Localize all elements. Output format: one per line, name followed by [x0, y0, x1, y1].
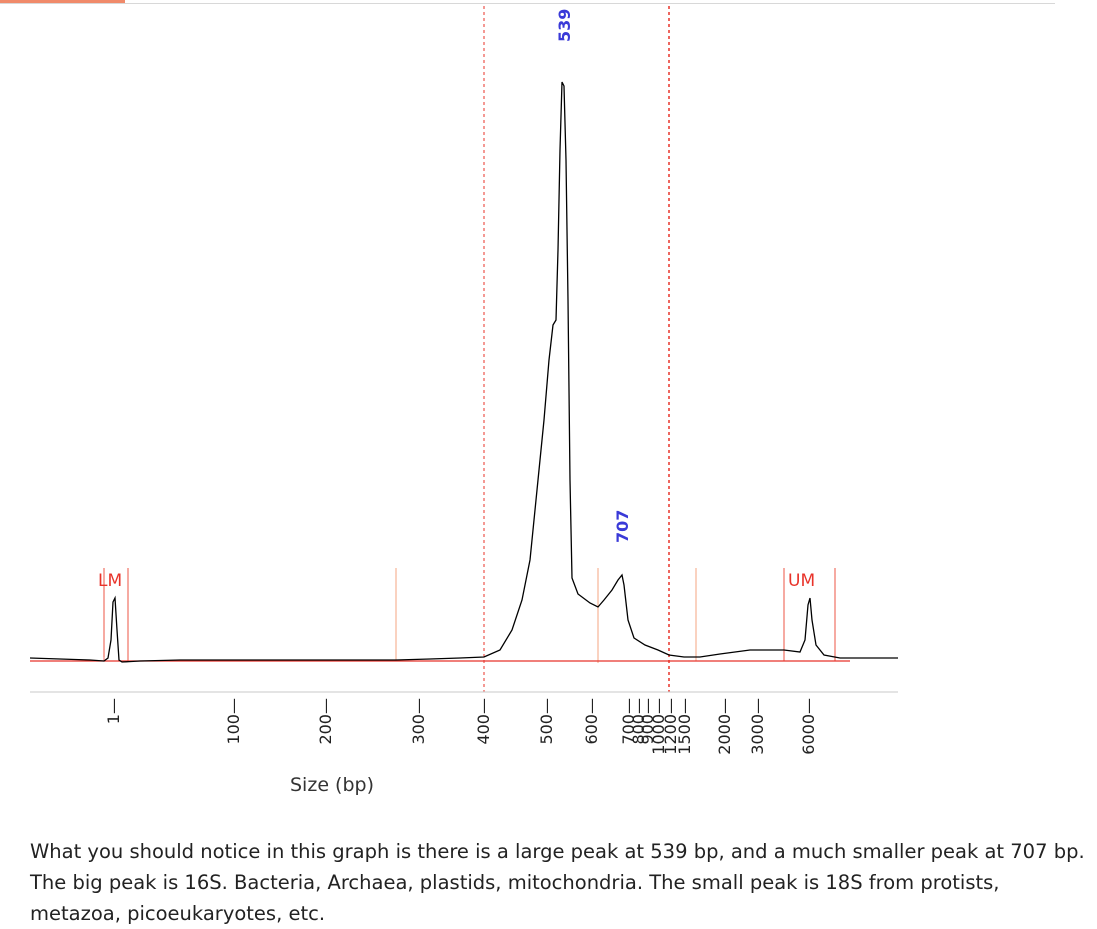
x-tick-label: 200— [316, 698, 335, 745]
x-tick-label: 800— [629, 698, 648, 745]
x-tick-label: 700— [619, 698, 638, 745]
x-tick-label: 500— [537, 698, 556, 745]
x-tick-label: 100— [224, 698, 243, 745]
marker-label: UM [788, 571, 815, 591]
peak-label: 539 [555, 9, 574, 42]
x-axis-label: Size (bp) [290, 774, 374, 796]
region-lines [103, 568, 836, 663]
x-tick-label: 1— [104, 698, 123, 724]
top-accent-bar [0, 0, 1097, 6]
x-axis: 1— 100— 200— 300— 400— 500— 600— 700—800—900—10… [30, 691, 898, 755]
x-tick-label: 1500— [675, 698, 694, 755]
electropherogram-chart: 1— 100— 200— 300— 400— 500— 600— 700—800—900—10… [29, 6, 898, 796]
x-tick-label: 1000— [649, 698, 668, 755]
caption-paragraph: What you should notice in this graph is … [30, 840, 1085, 925]
trace [29, 81, 898, 663]
top-accent-line [0, 0, 125, 3]
x-tick-label: 6000— [799, 698, 818, 755]
x-tick-label: 400— [474, 698, 493, 745]
marker-label: LM [98, 571, 122, 591]
x-tick-label: 2000— [715, 698, 734, 755]
top-divider [0, 3, 1055, 4]
x-tick-label: 900— [638, 698, 657, 745]
x-tick-label: 1200— [661, 698, 680, 755]
x-tick-label: 600— [582, 698, 601, 745]
peak-label: 707 [613, 510, 632, 543]
x-tick-label: 3000— [748, 698, 767, 755]
trace-line [29, 81, 898, 663]
x-tick-label: 300— [409, 698, 428, 745]
marker-labels: LM UM [98, 571, 815, 591]
peak-labels: 539 707 [555, 9, 632, 543]
dashed-selection-lines [483, 6, 670, 692]
